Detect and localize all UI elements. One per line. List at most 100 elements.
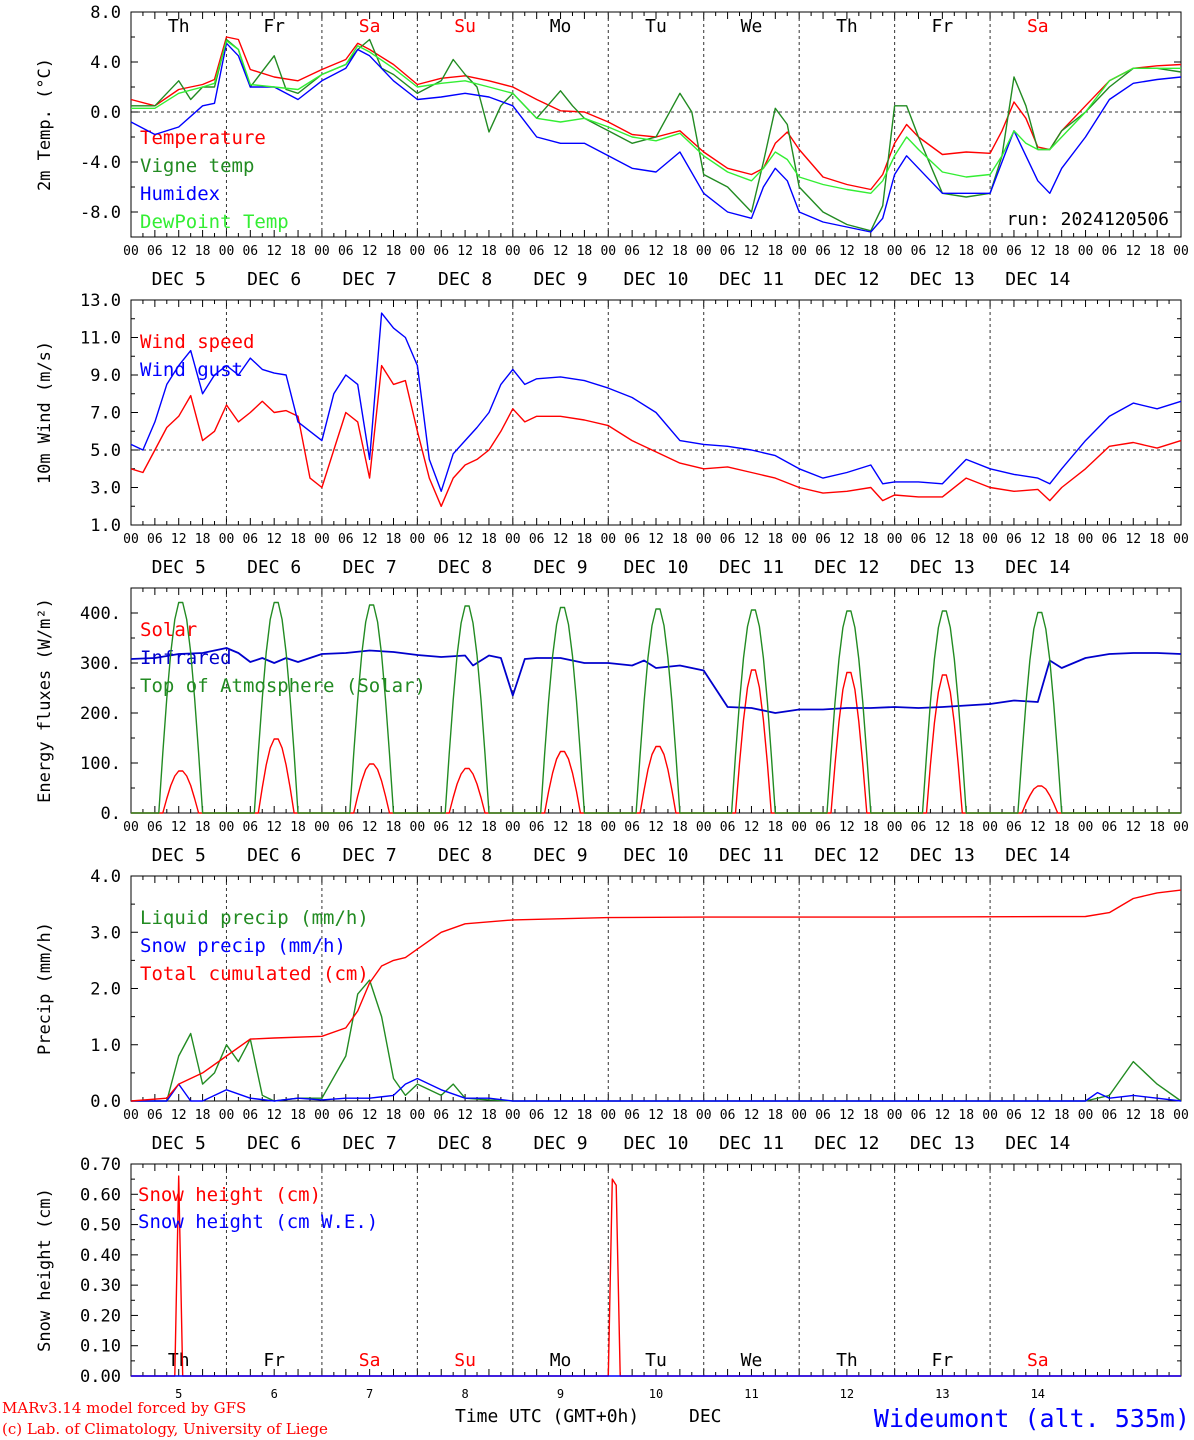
hour-label: 18 <box>195 244 211 259</box>
hour-label: 06 <box>624 1108 640 1123</box>
hour-label: 00 <box>410 244 426 259</box>
weekday-label: Fr <box>932 1350 954 1371</box>
y-tick-label: 1.0 <box>90 516 121 536</box>
hour-label: 12 <box>457 820 473 835</box>
hour-label: 12 <box>935 244 951 259</box>
day-number-label: 6 <box>271 1387 278 1401</box>
day-label: DEC 5 <box>152 845 206 866</box>
lab-credit: (c) Lab. of Climatology, University of L… <box>2 1420 328 1438</box>
hour-label: 06 <box>529 532 545 547</box>
weekday-label: Fr <box>263 16 285 37</box>
hour-label: 00 <box>696 820 712 835</box>
hour-label: 18 <box>863 244 879 259</box>
series-line-1 <box>131 1175 1181 1377</box>
hour-label: 12 <box>553 820 569 835</box>
panel-2: 13.0 11.0 9.0 7.0 5.0 3.0 1.0 10m Wind (m/s) 00 0… <box>35 291 1189 578</box>
legend-entry: Snow height (cm W.E.) <box>138 1211 378 1233</box>
hour-label: 12 <box>171 532 187 547</box>
day-label: DEC 14 <box>1005 557 1070 578</box>
y-tick-label: 100. <box>80 754 121 774</box>
hour-label: 12 <box>648 532 664 547</box>
hour-label: 00 <box>982 820 998 835</box>
weekday-label: We <box>741 16 763 37</box>
y-tick-label: 200. <box>80 704 121 724</box>
day-label: DEC 6 <box>247 269 301 290</box>
hour-label: 12 <box>648 1108 664 1123</box>
series-line-3 <box>131 601 1181 814</box>
hour-label: 12 <box>553 532 569 547</box>
weekday-label: Sa <box>1027 16 1049 37</box>
y-tick-label: -8.0 <box>80 203 121 223</box>
day-label: DEC 12 <box>814 845 879 866</box>
hour-label: 06 <box>338 1108 354 1123</box>
legend-entry: Wind gust <box>140 359 243 381</box>
hour-label: 18 <box>481 532 497 547</box>
legend-entry: Top of Atmosphere (Solar) <box>140 675 426 697</box>
day-label: DEC 13 <box>910 1133 975 1154</box>
hour-label: 12 <box>266 820 282 835</box>
hour-label: 18 <box>386 820 402 835</box>
hour-label: 00 <box>791 1108 807 1123</box>
day-label: DEC 9 <box>533 269 587 290</box>
day-label: DEC 13 <box>910 269 975 290</box>
hour-label: 06 <box>720 244 736 259</box>
y-tick-label: 0.60 <box>80 1185 121 1205</box>
day-label: DEC 7 <box>343 845 397 866</box>
weekday-label: Sa <box>359 1350 381 1371</box>
hour-label: 06 <box>1006 244 1022 259</box>
hour-label: 00 <box>410 532 426 547</box>
day-label: DEC 7 <box>343 557 397 578</box>
series-line-2 <box>130 647 1182 714</box>
x-axis-title: Time UTC (GMT+0h) <box>455 1406 639 1427</box>
day-label: DEC 13 <box>910 557 975 578</box>
hour-label: 18 <box>863 1108 879 1123</box>
hour-label: 12 <box>1125 1108 1141 1123</box>
legend-entry: Temperature <box>140 127 266 149</box>
day-label: DEC 11 <box>719 557 784 578</box>
y-tick-label: 400. <box>80 604 121 624</box>
hour-label: 12 <box>1125 532 1141 547</box>
y-tick-label: 0.10 <box>80 1337 121 1357</box>
day-label: DEC 12 <box>814 557 879 578</box>
weekday-label: We <box>741 1350 763 1371</box>
hour-label: 00 <box>791 820 807 835</box>
weekday-label: Tu <box>645 1350 667 1371</box>
hour-label: 18 <box>577 820 593 835</box>
hour-label: 06 <box>1102 1108 1118 1123</box>
hour-label: 12 <box>935 1108 951 1123</box>
hour-label: 00 <box>982 1108 998 1123</box>
day-label: DEC 8 <box>438 1133 492 1154</box>
y-tick-label: 4.0 <box>90 53 121 73</box>
hour-label: 12 <box>744 820 760 835</box>
hour-label: 12 <box>1030 820 1046 835</box>
day-label: DEC 9 <box>533 1133 587 1154</box>
legend-entry: DewPoint Temp <box>140 211 289 233</box>
day-label: DEC 11 <box>719 845 784 866</box>
hour-label: 06 <box>242 244 258 259</box>
day-label: DEC 12 <box>814 269 879 290</box>
hour-label: 12 <box>457 1108 473 1123</box>
y-tick-label: -4.0 <box>80 153 121 173</box>
hour-label: 18 <box>290 820 306 835</box>
hour-label: 12 <box>1030 1108 1046 1123</box>
hour-label: 00 <box>600 820 616 835</box>
y-axis-label: Precip (mm/h) <box>35 922 55 1055</box>
hour-label: 06 <box>720 1108 736 1123</box>
hour-label: 18 <box>195 820 211 835</box>
series-line-2 <box>131 38 1182 232</box>
y-tick-label: 0.0 <box>90 103 121 123</box>
day-label: DEC 5 <box>152 1133 206 1154</box>
hour-label: 06 <box>147 532 163 547</box>
hour-label: 00 <box>1078 532 1094 547</box>
hour-label: 18 <box>290 532 306 547</box>
y-tick-label: 0.20 <box>80 1306 121 1326</box>
hour-label: 18 <box>958 532 974 547</box>
legend-entry: Snow height (cm) <box>138 1184 321 1206</box>
hour-label: 12 <box>171 1108 187 1123</box>
hour-label: 18 <box>290 1108 306 1123</box>
hour-label: 00 <box>219 820 235 835</box>
day-label: DEC 13 <box>910 845 975 866</box>
y-tick-label: 0. <box>101 804 121 824</box>
series-line-3 <box>130 889 1182 1102</box>
